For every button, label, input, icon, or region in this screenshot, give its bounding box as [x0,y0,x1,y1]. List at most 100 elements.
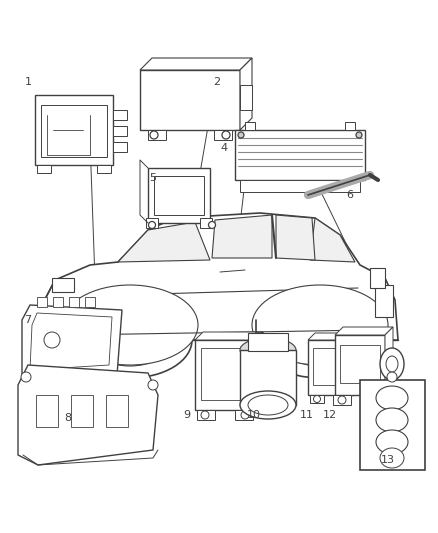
Bar [140,70,240,130]
Bar [369,395,387,405]
Polygon shape [212,215,272,258]
Bar [69,297,79,307]
Ellipse shape [252,285,388,365]
Bar [248,333,288,351]
Bar [245,122,255,130]
Bar [41,105,107,157]
Ellipse shape [376,430,408,454]
Polygon shape [335,327,393,335]
Ellipse shape [118,332,142,348]
Ellipse shape [240,391,296,419]
Ellipse shape [380,448,404,468]
Ellipse shape [148,222,155,229]
Bar [335,335,385,395]
Ellipse shape [278,314,362,366]
Bar [113,110,127,120]
Polygon shape [42,213,398,340]
Bar [345,122,355,130]
Text: 8: 8 [64,413,71,423]
Ellipse shape [238,132,244,138]
Bar [36,395,58,427]
Ellipse shape [148,380,158,390]
Bar [197,410,215,420]
Bar [113,126,127,136]
Ellipse shape [258,302,382,378]
Ellipse shape [380,348,404,380]
Bar [333,395,351,405]
Polygon shape [353,333,360,395]
Bar [240,350,296,405]
Text: 13: 13 [381,455,395,465]
Bar [35,95,113,165]
Bar [71,395,93,427]
Bar [340,345,380,383]
Bar [154,176,204,215]
Bar [310,395,324,403]
Bar [85,297,95,307]
Ellipse shape [21,372,31,382]
Text: 1: 1 [25,77,32,87]
Bar [240,180,360,192]
Polygon shape [308,333,360,340]
Ellipse shape [387,372,397,382]
Text: 2: 2 [213,77,221,87]
Ellipse shape [222,131,230,139]
Bar [200,218,212,228]
Bar [37,165,51,173]
Polygon shape [310,218,355,262]
Bar [370,268,385,288]
Ellipse shape [88,314,172,366]
Bar [52,278,74,292]
Ellipse shape [150,131,158,139]
Text: 6: 6 [346,190,353,200]
Bar [313,348,348,385]
Ellipse shape [356,132,362,138]
Bar [201,348,249,400]
Ellipse shape [201,411,209,419]
Ellipse shape [248,395,288,415]
Bar [97,165,111,173]
Polygon shape [385,327,393,395]
Ellipse shape [62,285,198,365]
Text: 4: 4 [220,143,228,153]
Text: 12: 12 [323,410,337,420]
Bar [106,395,128,427]
Bar [148,168,210,223]
Bar [214,130,232,140]
Bar [240,85,252,110]
Bar [53,297,63,307]
Ellipse shape [375,396,383,404]
Ellipse shape [376,386,408,410]
Ellipse shape [68,302,192,378]
Bar [37,297,47,307]
Bar [146,218,158,228]
Bar [360,380,425,470]
Ellipse shape [241,411,249,419]
Polygon shape [22,305,122,380]
Ellipse shape [44,332,60,348]
Polygon shape [276,215,315,260]
Polygon shape [140,58,252,70]
Bar [308,340,353,395]
Ellipse shape [240,338,296,362]
Ellipse shape [314,395,321,402]
Bar [113,142,127,152]
Bar [375,285,393,317]
Polygon shape [240,58,252,130]
Bar [195,340,255,410]
Polygon shape [255,332,263,410]
Text: 5: 5 [149,173,156,183]
Text: 7: 7 [25,315,32,325]
Bar [235,130,365,180]
Polygon shape [195,332,263,340]
Ellipse shape [376,408,408,432]
Text: 11: 11 [300,410,314,420]
Polygon shape [30,313,112,370]
Text: 10: 10 [247,410,261,420]
Bar [235,410,253,420]
Ellipse shape [208,222,215,229]
Text: 9: 9 [184,410,191,420]
Ellipse shape [386,356,398,372]
Polygon shape [18,365,158,465]
Bar [148,130,166,140]
